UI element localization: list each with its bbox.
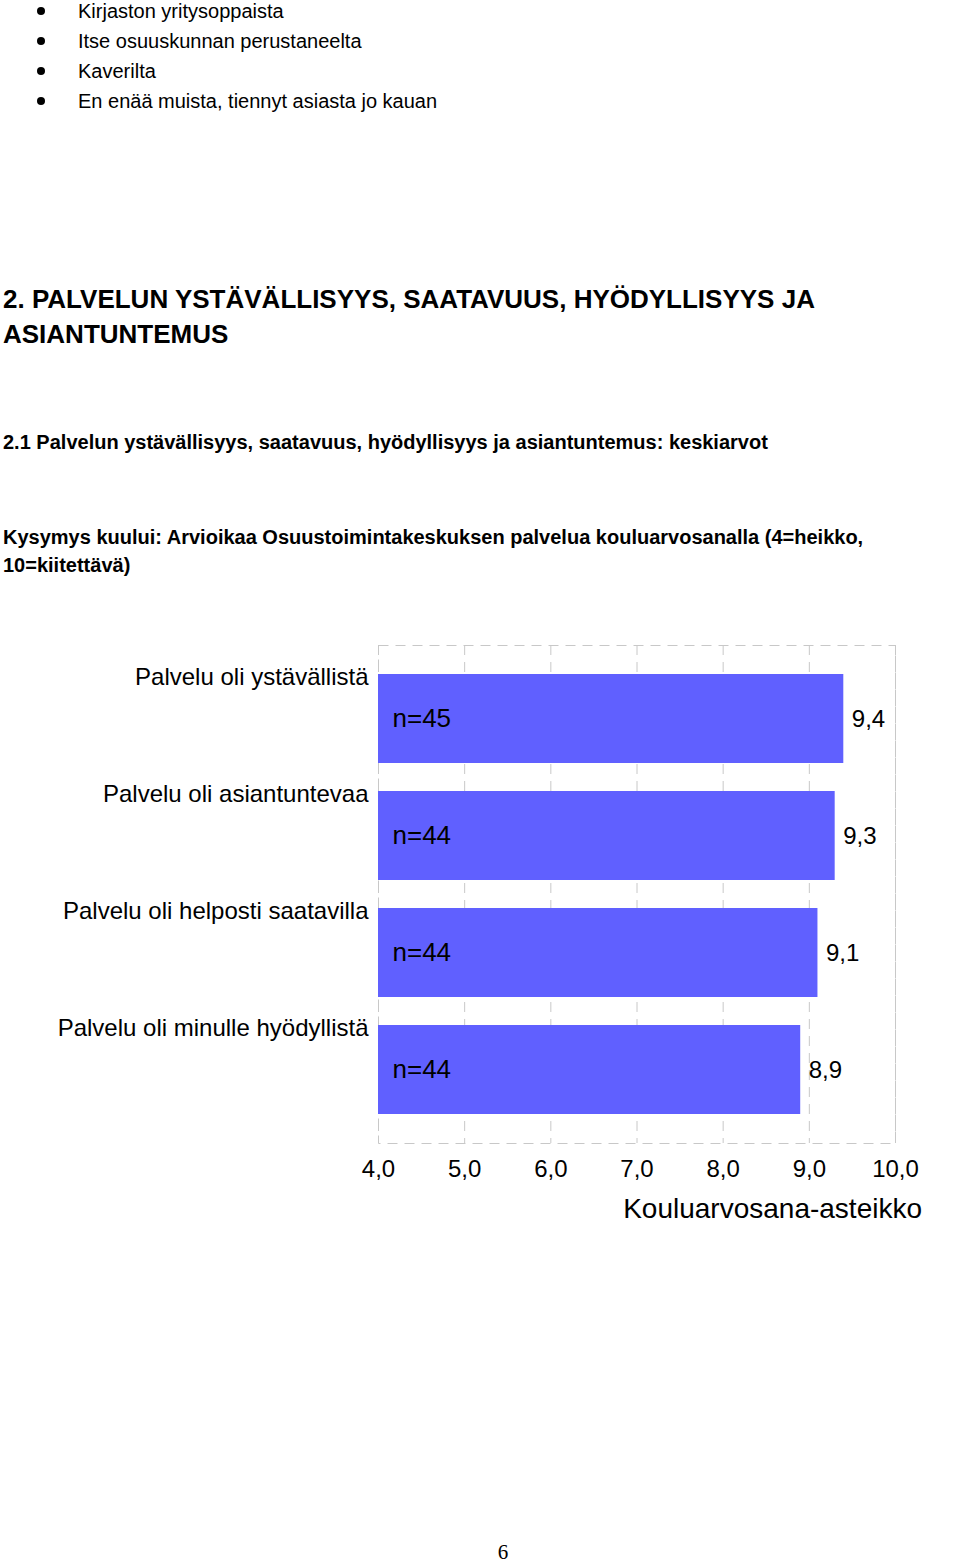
svg-text:8,9: 8,9 [809,1056,842,1083]
svg-text:6,0: 6,0 [534,1155,567,1182]
svg-text:n=44: n=44 [393,1054,452,1084]
html-text:2.1 Palvelun ystävällisyys, sa: 2.1 Palvelun ystävällisyys, saatavuus, h… [3,431,768,453]
html-text:Kysymys kuului: Arvioikaa Osuu: Kysymys kuului: Arvioikaa Osuustoimintak… [3,526,864,576]
svg-text:Palvelu oli helposti saatavill: Palvelu oli helposti saatavilla [63,897,369,924]
svg-text:7,0: 7,0 [620,1155,653,1182]
svg-text:Palvelu oli ystävällistä: Palvelu oli ystävällistä [135,663,369,690]
html-text:6: 6 [497,1540,509,1564]
svg-text:8,0: 8,0 [706,1155,739,1182]
svg-text:n=45: n=45 [393,703,452,733]
html-text:Kirjaston yritysoppaista: Kirjaston yritysoppaista [78,0,284,22]
svg-text:9,3: 9,3 [843,822,876,849]
svg-text:9,1: 9,1 [826,939,859,966]
svg-text:10,0: 10,0 [872,1155,919,1182]
svg-text:5,0: 5,0 [448,1155,481,1182]
svg-text:n=44: n=44 [393,937,452,967]
svg-text:9,0: 9,0 [793,1155,826,1182]
svg-text:9,4: 9,4 [852,705,885,732]
html-text:Kaverilta: Kaverilta [78,60,156,82]
html-text:Itse osuuskunnan perustaneelta: Itse osuuskunnan perustaneelta [78,30,362,52]
svg-text:Palvelu oli minulle hyödyllist: Palvelu oli minulle hyödyllistä [58,1014,369,1041]
html-text:Kouluarvosana-asteikko: Kouluarvosana-asteikko [623,1193,922,1224]
html-text:En enää muista, tiennyt asiast: En enää muista, tiennyt asiasta jo kauan [78,90,438,112]
svg-text:n=44: n=44 [393,820,452,850]
svg-text:4,0: 4,0 [362,1155,395,1182]
html-text:2. PALVELUN YSTÄVÄLLISYYS, SAA: 2. PALVELUN YSTÄVÄLLISYYS, SAATAVUUS, HY… [3,284,814,349]
svg-text:Palvelu oli asiantuntevaa: Palvelu oli asiantuntevaa [103,780,369,807]
